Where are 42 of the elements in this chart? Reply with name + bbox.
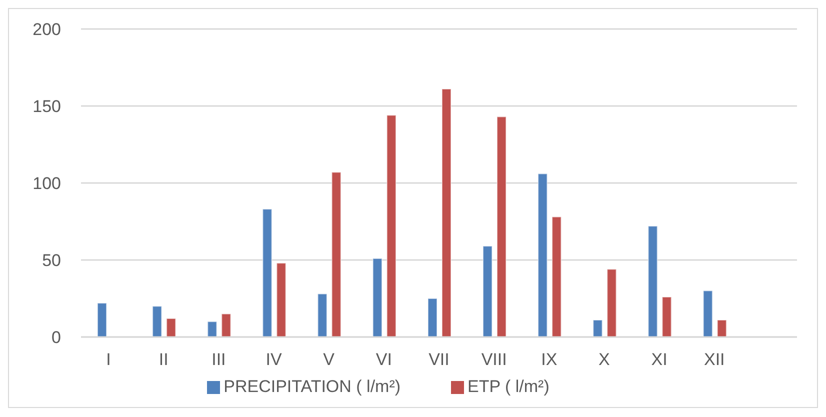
bar [496, 116, 507, 337]
legend-label: PRECIPITATION ( l/m²) [224, 377, 401, 396]
bar [386, 114, 396, 337]
bar [552, 216, 562, 337]
y-tick-label: 0 [52, 328, 61, 348]
bar [427, 298, 438, 337]
bar [276, 262, 286, 337]
x-tick-label: VII [428, 350, 450, 370]
bar [662, 296, 672, 337]
x-tick-label: X [598, 350, 610, 370]
x-tick-label: III [212, 350, 226, 370]
bar [716, 320, 727, 337]
x-tick-label: IV [266, 350, 282, 370]
y-tick-label: 100 [32, 174, 61, 194]
x-tick-label: IX [541, 350, 558, 370]
x-tick-label: XI [651, 350, 668, 370]
bar [648, 226, 658, 337]
y-tick-label: 150 [32, 97, 61, 116]
x-tick-label: VIII [481, 350, 507, 370]
bar [592, 320, 603, 337]
bar [262, 208, 272, 337]
bar [317, 293, 328, 337]
bar [538, 173, 548, 337]
bar [606, 268, 617, 337]
bar [441, 88, 452, 337]
y-tick-label: 50 [42, 251, 61, 270]
bar [221, 313, 232, 337]
bar [207, 321, 218, 337]
bar [482, 246, 493, 337]
bar [152, 306, 162, 337]
y-tick-label: 200 [32, 20, 61, 40]
x-tick-label: VI [376, 350, 392, 370]
x-tick-label: XII [704, 350, 725, 370]
bar [97, 302, 108, 337]
legend-label: ETP ( l/m²) [468, 377, 550, 396]
bar [372, 258, 382, 337]
x-tick-label: I [106, 350, 111, 370]
x-tick-label: II [158, 350, 168, 370]
bar [166, 318, 176, 337]
x-tick-label: V [323, 350, 336, 370]
bar [331, 172, 342, 337]
bar [702, 290, 713, 337]
